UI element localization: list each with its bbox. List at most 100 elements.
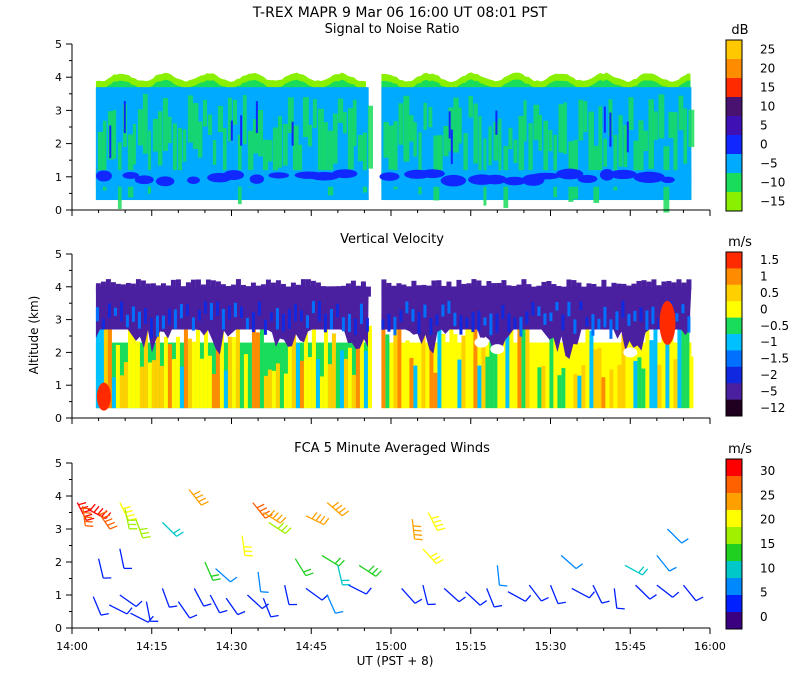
snr-streak: [157, 111, 163, 166]
vv-top-edge: [541, 281, 547, 292]
snr-echo-blob: [633, 171, 665, 183]
snr-streak: [252, 119, 259, 154]
y-tick-label: 3: [55, 523, 62, 536]
wind-barb: [667, 528, 689, 544]
snr-echo-blob: [556, 168, 584, 180]
snr-streak: [473, 103, 478, 164]
vv-column: [175, 336, 180, 409]
snr-streak-dark: [450, 129, 453, 165]
vv-blue-streak: [591, 314, 595, 336]
panel-axes-wind: 0 1 2 3 4 5 14:00 14:15 14:30 14:45 15:00 15:15 15:3…: [55, 457, 726, 653]
wind-barbs: [76, 488, 704, 623]
wind-barb-staff: [321, 554, 340, 567]
vv-column: [481, 342, 486, 409]
wind-barb: [135, 518, 151, 539]
wind-barb-staff: [427, 512, 438, 531]
snr-streak: [528, 123, 533, 183]
wind-barb: [193, 588, 212, 607]
colorbar-label: −1: [760, 335, 778, 349]
colorbar-swatch: [726, 578, 742, 596]
vv-column: [569, 332, 574, 409]
snr-streak: [152, 118, 158, 152]
vv-top-edge: [561, 286, 567, 297]
colorbar-swatch: [726, 595, 742, 613]
vv-column: [211, 373, 216, 409]
vv-column: [323, 315, 328, 409]
vv-blue-streak: [191, 317, 195, 331]
vv-column: [533, 375, 538, 409]
snr-streak: [237, 134, 242, 205]
snr-echo-blob: [187, 176, 200, 184]
vv-blue-streak: [513, 317, 517, 330]
wind-barb-feather: [201, 501, 209, 506]
vv-column: [187, 338, 192, 409]
colorbar-label: 10: [760, 561, 775, 575]
colorbar-swatch: [726, 612, 742, 630]
vv-updraft-core: [659, 300, 676, 345]
vv-column: [573, 374, 578, 409]
vv-column: [425, 368, 430, 409]
wind-barb-staff: [528, 584, 542, 602]
vv-top-edge: [631, 283, 637, 294]
vv-field: [95, 279, 694, 411]
snr-streak: [558, 104, 564, 153]
colorbar-swatch: [726, 561, 742, 579]
vv-column: [107, 324, 112, 409]
vv-blue-streak: [525, 311, 529, 325]
vv-column: [255, 332, 260, 409]
snr-echo-blob: [268, 172, 290, 179]
vv-column: [115, 344, 120, 409]
snr-streak-dark: [609, 112, 612, 147]
vv-top-edge: [591, 283, 597, 294]
wind-barb-feather: [84, 520, 93, 523]
snr-streak: [162, 98, 168, 151]
vv-column: [469, 327, 474, 409]
vv-column: [593, 349, 598, 409]
vv-top-edge: [571, 280, 577, 291]
wind-barb-staff: [108, 604, 128, 615]
snr-streak: [413, 122, 417, 157]
wind-barb-feather: [256, 503, 265, 509]
vv-top-edge: [416, 285, 422, 296]
vv-column: [581, 365, 586, 409]
wind-barb: [98, 510, 118, 530]
vv-column: [681, 309, 686, 409]
snr-echo-blob: [483, 174, 507, 185]
vv-column: [111, 377, 116, 409]
snr-streak: [433, 135, 440, 201]
vv-blue-streak: [393, 316, 397, 336]
vv-blue-streak: [239, 306, 243, 318]
vv-top-edge: [511, 285, 517, 296]
snr-streak: [292, 125, 299, 177]
wind-barb-feather: [305, 572, 314, 577]
snr-streak: [673, 112, 678, 177]
colorbar-label: 15: [760, 537, 775, 551]
vv-column: [561, 367, 566, 409]
vv-top-edge: [426, 285, 432, 296]
vv-top-edge: [476, 280, 482, 291]
wind-barb-staff: [81, 505, 86, 526]
vv-blue-streak: [531, 302, 535, 316]
vv-blue-streak: [335, 304, 339, 318]
vv-top-edge: [220, 284, 226, 295]
wind-barb: [108, 604, 133, 615]
snr-echo-blob: [577, 174, 598, 184]
vv-column: [259, 316, 264, 409]
vv-top-edge: [350, 280, 356, 291]
vv-column: [355, 315, 360, 409]
vv-top-edge: [651, 279, 657, 290]
snr-streak: [287, 97, 294, 134]
vv-column: [263, 375, 268, 409]
vv-column: [287, 338, 292, 409]
vv-column: [251, 327, 256, 409]
wind-barb-staff: [305, 515, 325, 526]
snr-streak: [217, 106, 224, 133]
vv-column: [521, 319, 526, 409]
snr-streak: [332, 113, 338, 164]
snr-streak: [327, 130, 334, 196]
wind-barb-feather: [315, 513, 322, 522]
wind-barb-feather: [649, 594, 657, 600]
vv-column: [493, 343, 498, 409]
wind-barb-feather: [84, 513, 93, 518]
colorbar-swatch: [726, 192, 742, 212]
